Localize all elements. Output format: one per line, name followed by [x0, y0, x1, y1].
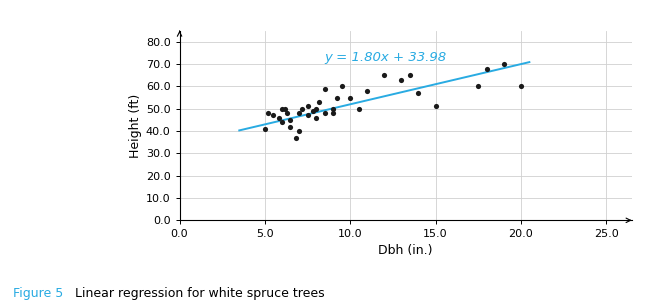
Point [362, 88, 372, 93]
Point [277, 106, 287, 111]
Point [277, 120, 287, 125]
Point [268, 113, 279, 118]
Point [319, 111, 330, 116]
Point [328, 111, 338, 116]
Point [328, 106, 338, 111]
X-axis label: Dbh (in.): Dbh (in.) [378, 244, 433, 256]
Text: y = 1.80x + 33.98: y = 1.80x + 33.98 [325, 51, 447, 64]
Text: Linear regression for white spruce trees: Linear regression for white spruce trees [59, 287, 324, 300]
Point [311, 106, 321, 111]
Point [280, 106, 291, 111]
Point [314, 99, 325, 104]
Point [473, 84, 483, 89]
Point [404, 73, 415, 78]
Point [302, 113, 313, 118]
Point [515, 84, 526, 89]
Point [285, 124, 296, 129]
Point [319, 86, 330, 91]
Point [396, 77, 407, 82]
Point [413, 91, 424, 95]
Point [263, 111, 273, 116]
Y-axis label: Height (ft): Height (ft) [128, 93, 142, 158]
Text: Figure 5: Figure 5 [13, 287, 64, 300]
Point [345, 95, 356, 100]
Point [282, 111, 293, 116]
Point [499, 62, 509, 66]
Point [353, 106, 364, 111]
Point [294, 129, 305, 133]
Point [481, 66, 492, 71]
Point [336, 84, 347, 89]
Point [285, 118, 296, 122]
Point [311, 115, 321, 120]
Point [273, 115, 284, 120]
Point [307, 109, 318, 114]
Point [430, 104, 441, 109]
Point [379, 73, 390, 78]
Point [294, 111, 305, 116]
Point [297, 106, 308, 111]
Point [331, 95, 342, 100]
Point [290, 135, 301, 140]
Point [302, 104, 313, 109]
Point [259, 126, 270, 131]
